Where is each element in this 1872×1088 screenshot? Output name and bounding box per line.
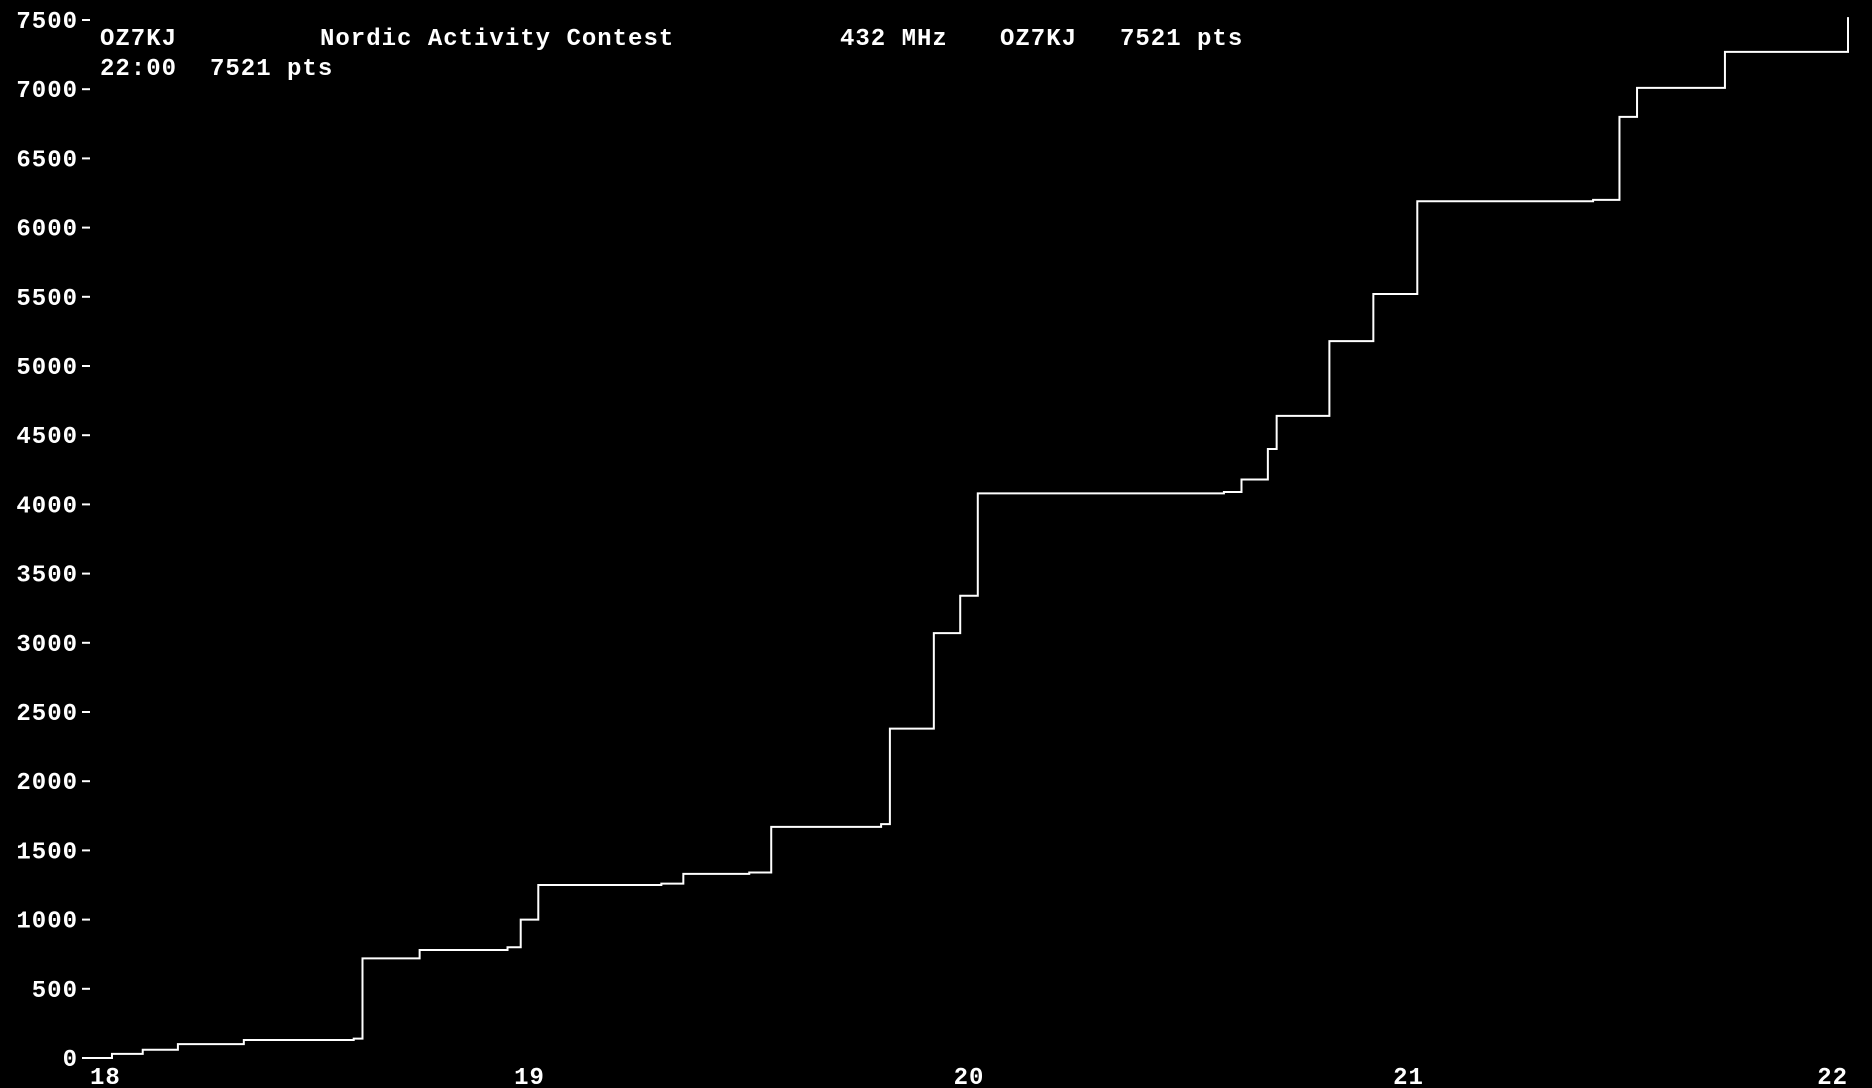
x-tick-label: 18 (90, 1065, 121, 1088)
header-callsign1: OZ7KJ (100, 26, 177, 53)
header-contest: Nordic Activity Contest (320, 26, 674, 53)
y-tick-label: 2000 (16, 770, 78, 797)
score-chart: OZ7KJ Nordic Activity Contest 432 MHz OZ… (0, 0, 1872, 1088)
header-points: 7521 pts (1120, 26, 1243, 53)
y-tick-label: 0 (63, 1047, 78, 1074)
header-time-points: 7521 pts (210, 56, 333, 83)
y-tick-label: 3000 (16, 632, 78, 659)
y-tick-label: 5000 (16, 355, 78, 382)
x-tick-label: 22 (1817, 1065, 1848, 1088)
y-tick-label: 4000 (16, 493, 78, 520)
x-tick-label: 21 (1393, 1065, 1424, 1088)
header-time: 22:00 (100, 56, 177, 83)
y-tick-label: 500 (32, 978, 78, 1005)
x-tick-label: 19 (514, 1065, 545, 1088)
y-tick-label: 2500 (16, 701, 78, 728)
y-tick-label: 3500 (16, 563, 78, 590)
y-tick-label: 1000 (16, 909, 78, 936)
header-frequency: 432 MHz (840, 26, 948, 53)
y-tick-label: 7000 (16, 78, 78, 105)
chart-background (0, 0, 1872, 1088)
y-tick-label: 1500 (16, 839, 78, 866)
header-callsign2: OZ7KJ (1000, 26, 1077, 53)
x-tick-label: 20 (954, 1065, 985, 1088)
y-tick-label: 5500 (16, 286, 78, 313)
y-tick-label: 7500 (16, 9, 78, 36)
y-tick-label: 6000 (16, 217, 78, 244)
y-tick-label: 6500 (16, 147, 78, 174)
y-tick-label: 4500 (16, 424, 78, 451)
